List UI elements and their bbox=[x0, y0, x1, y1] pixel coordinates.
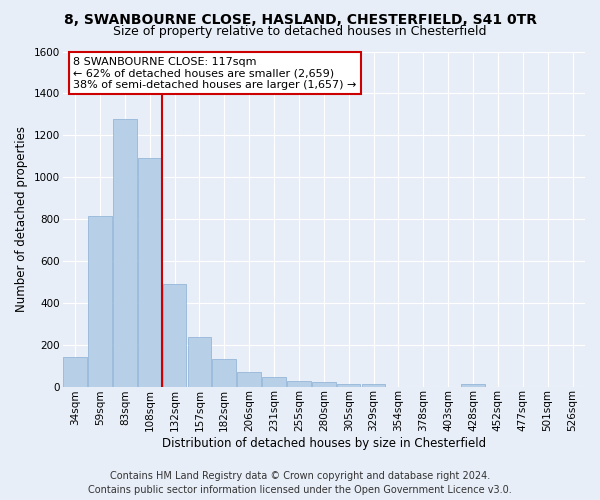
Bar bbox=[262, 376, 286, 386]
Bar bbox=[337, 384, 361, 386]
Bar bbox=[188, 336, 211, 386]
Text: Size of property relative to detached houses in Chesterfield: Size of property relative to detached ho… bbox=[113, 25, 487, 38]
Bar bbox=[287, 380, 311, 386]
Bar bbox=[362, 384, 385, 386]
Bar bbox=[212, 358, 236, 386]
Text: 8, SWANBOURNE CLOSE, HASLAND, CHESTERFIELD, S41 0TR: 8, SWANBOURNE CLOSE, HASLAND, CHESTERFIE… bbox=[64, 12, 536, 26]
Text: 8 SWANBOURNE CLOSE: 117sqm
← 62% of detached houses are smaller (2,659)
38% of s: 8 SWANBOURNE CLOSE: 117sqm ← 62% of deta… bbox=[73, 56, 356, 90]
Bar bbox=[312, 382, 335, 386]
Bar bbox=[138, 158, 161, 386]
Bar bbox=[163, 284, 187, 386]
Bar bbox=[113, 118, 137, 386]
X-axis label: Distribution of detached houses by size in Chesterfield: Distribution of detached houses by size … bbox=[162, 437, 486, 450]
Bar bbox=[461, 384, 485, 386]
Text: Contains HM Land Registry data © Crown copyright and database right 2024.
Contai: Contains HM Land Registry data © Crown c… bbox=[88, 471, 512, 495]
Y-axis label: Number of detached properties: Number of detached properties bbox=[15, 126, 28, 312]
Bar bbox=[88, 216, 112, 386]
Bar bbox=[238, 372, 261, 386]
Bar bbox=[63, 357, 87, 386]
